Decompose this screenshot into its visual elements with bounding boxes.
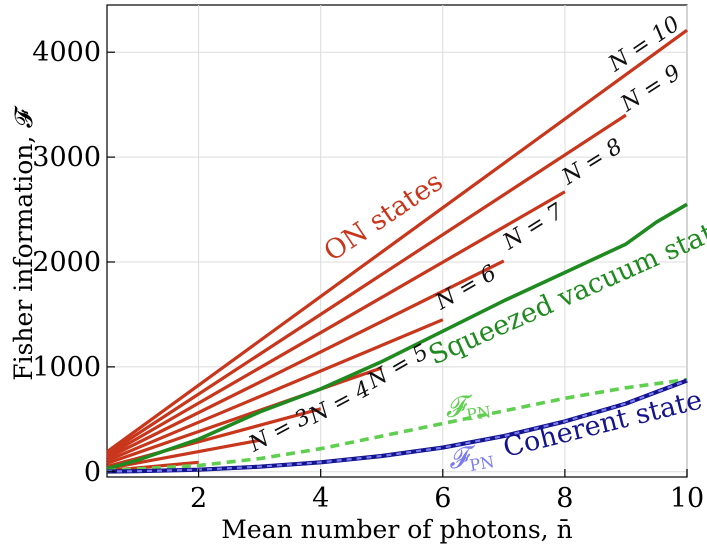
series-on-state-n-6 bbox=[106, 318, 444, 463]
fpn-coherent-subscript: PN bbox=[468, 452, 496, 475]
n-label-8: N = 8 bbox=[557, 134, 627, 191]
series-f-pn-coherent bbox=[106, 379, 688, 473]
series-on-state-n-10 bbox=[106, 28, 688, 454]
n-label-7: N = 7 bbox=[498, 199, 568, 256]
ticks: 2 4 6 8 10 0 1000 2000 3000 4000 bbox=[32, 37, 704, 514]
series-on-state-n-3 bbox=[106, 438, 260, 471]
x-tick-label-8: 8 bbox=[556, 483, 573, 514]
y-tick-label-0: 0 bbox=[84, 457, 101, 488]
series-f-pn-squeezed bbox=[106, 377, 688, 473]
y-tick-label-2000: 2000 bbox=[32, 247, 101, 278]
series-squeezed-vacuum-state bbox=[106, 202, 688, 471]
y-tick-label-3000: 3000 bbox=[32, 142, 101, 173]
y-axis-label: Fisher information, 𝓕 bbox=[9, 105, 38, 381]
x-tick-label-2: 2 bbox=[190, 483, 207, 514]
fpn-coherent-label: 𝓕 PN bbox=[446, 440, 496, 476]
series-on-state-n-7 bbox=[106, 259, 505, 460]
x-tick-label-10: 10 bbox=[670, 483, 704, 514]
series-on-state-n-9 bbox=[106, 113, 627, 456]
y-tick-label-4000: 4000 bbox=[32, 37, 101, 68]
grid bbox=[107, 5, 688, 477]
y-tick-label-1000: 1000 bbox=[32, 352, 101, 383]
coherent-state-label: Coherent state bbox=[500, 384, 705, 463]
fpn-squeezed-label: 𝓕 PN bbox=[443, 390, 492, 425]
series-layer bbox=[106, 28, 688, 474]
x-tick-label-4: 4 bbox=[312, 483, 329, 514]
fpn-squeezed-subscript: PN bbox=[465, 402, 492, 424]
series-on-state-n-8 bbox=[106, 190, 566, 458]
n-label-4: N = 4 bbox=[304, 376, 375, 429]
x-tick-label-6: 6 bbox=[434, 483, 451, 514]
x-axis-label: Mean number of photons, n̄ bbox=[221, 515, 572, 544]
